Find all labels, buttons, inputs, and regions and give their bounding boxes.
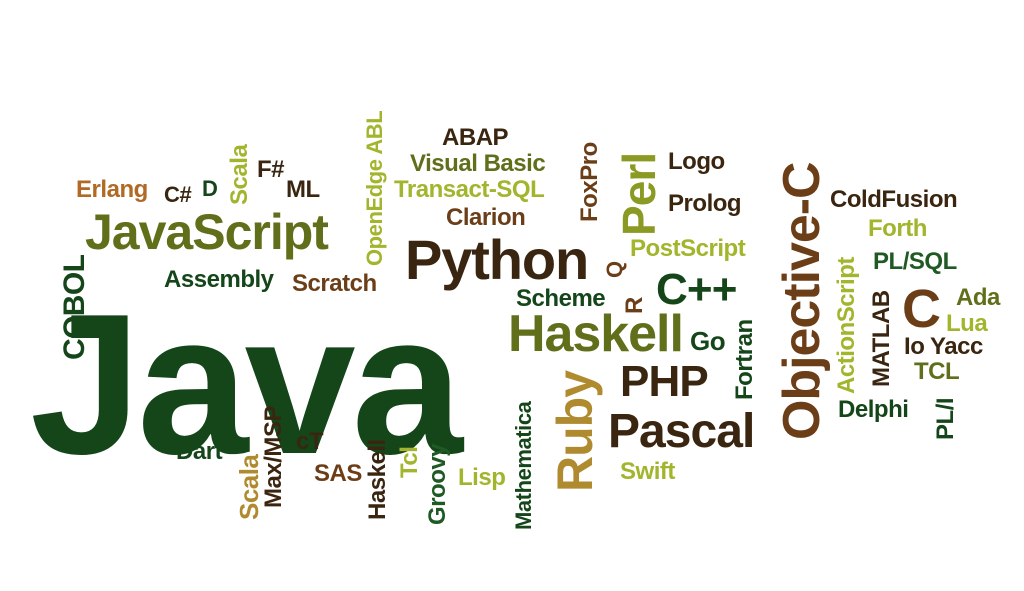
word-prolog: Prolog [668, 190, 742, 217]
word-io: Io [904, 333, 925, 360]
word-scheme: Scheme [516, 285, 606, 312]
word-lisp: Lisp [458, 464, 506, 491]
word-pl-sql: PL/SQL [873, 248, 957, 275]
word-d: D [202, 176, 218, 201]
word-ruby: Ruby [547, 371, 603, 492]
word-pascal: Pascal [608, 405, 755, 458]
word-scala: Scala [234, 454, 264, 520]
word-haskell: Haskell [508, 305, 684, 363]
word-coldfusion: ColdFusion [830, 186, 958, 213]
word-pl-i: PL/I [932, 397, 959, 440]
word-ml: ML [286, 176, 320, 203]
word-haskell: Haskell [364, 439, 391, 520]
word-csharp: C# [164, 182, 192, 207]
word-swift: Swift [620, 458, 675, 485]
word-objective-c: Objective-C [773, 162, 831, 440]
word-java: Java [30, 273, 463, 496]
word-javascript: JavaScript [85, 204, 329, 260]
word-postscript: PostScript [630, 235, 746, 262]
word-scratch: Scratch [292, 270, 377, 297]
word-foxpro: FoxPro [576, 142, 603, 222]
word-perl: Perl [613, 152, 665, 236]
word-cobol: COBOL [58, 254, 91, 360]
word-visual-basic: Visual Basic [410, 150, 546, 177]
word-dart: Dart [176, 438, 223, 465]
word-forth: Forth [868, 215, 927, 242]
word-go: Go [690, 326, 726, 356]
word-scala: Scala [226, 144, 253, 205]
word-mathematica: Mathematica [511, 401, 536, 530]
word-yacc: Yacc [930, 333, 983, 360]
word-erlang: Erlang [76, 176, 148, 203]
word-fsharp: F# [257, 156, 285, 183]
word-lua: Lua [946, 310, 988, 337]
word-q: Q [602, 261, 627, 278]
word-transact-sql: Transact-SQL [394, 176, 545, 203]
word-openedge-abl: OpenEdge ABL [362, 110, 387, 266]
word-groovy: Groovy [424, 443, 451, 525]
word-r: R [621, 297, 648, 314]
word-fortran: Fortran [731, 319, 758, 400]
word-php: PHP [620, 357, 709, 406]
word-c: C [902, 279, 941, 339]
word-cplusplus: C++ [656, 265, 737, 314]
word-abap: ABAP [442, 124, 509, 151]
word-max-msp: Max/MSP [260, 405, 287, 508]
word-clarion: Clarion [446, 204, 526, 231]
word-python: Python [405, 228, 589, 291]
word-delphi: Delphi [838, 396, 909, 423]
word-matlab: MATLAB [868, 290, 895, 387]
word-actionscript: ActionScript [833, 257, 860, 394]
word-logo: Logo [668, 148, 725, 175]
word-sas: SAS [314, 460, 362, 487]
word-assembly: Assembly [164, 266, 274, 293]
word-ada: Ada [956, 284, 1000, 311]
word-tcl: Tcl [396, 446, 423, 478]
word-tcl: TCL [914, 358, 960, 385]
word-ct: cT [296, 428, 324, 455]
